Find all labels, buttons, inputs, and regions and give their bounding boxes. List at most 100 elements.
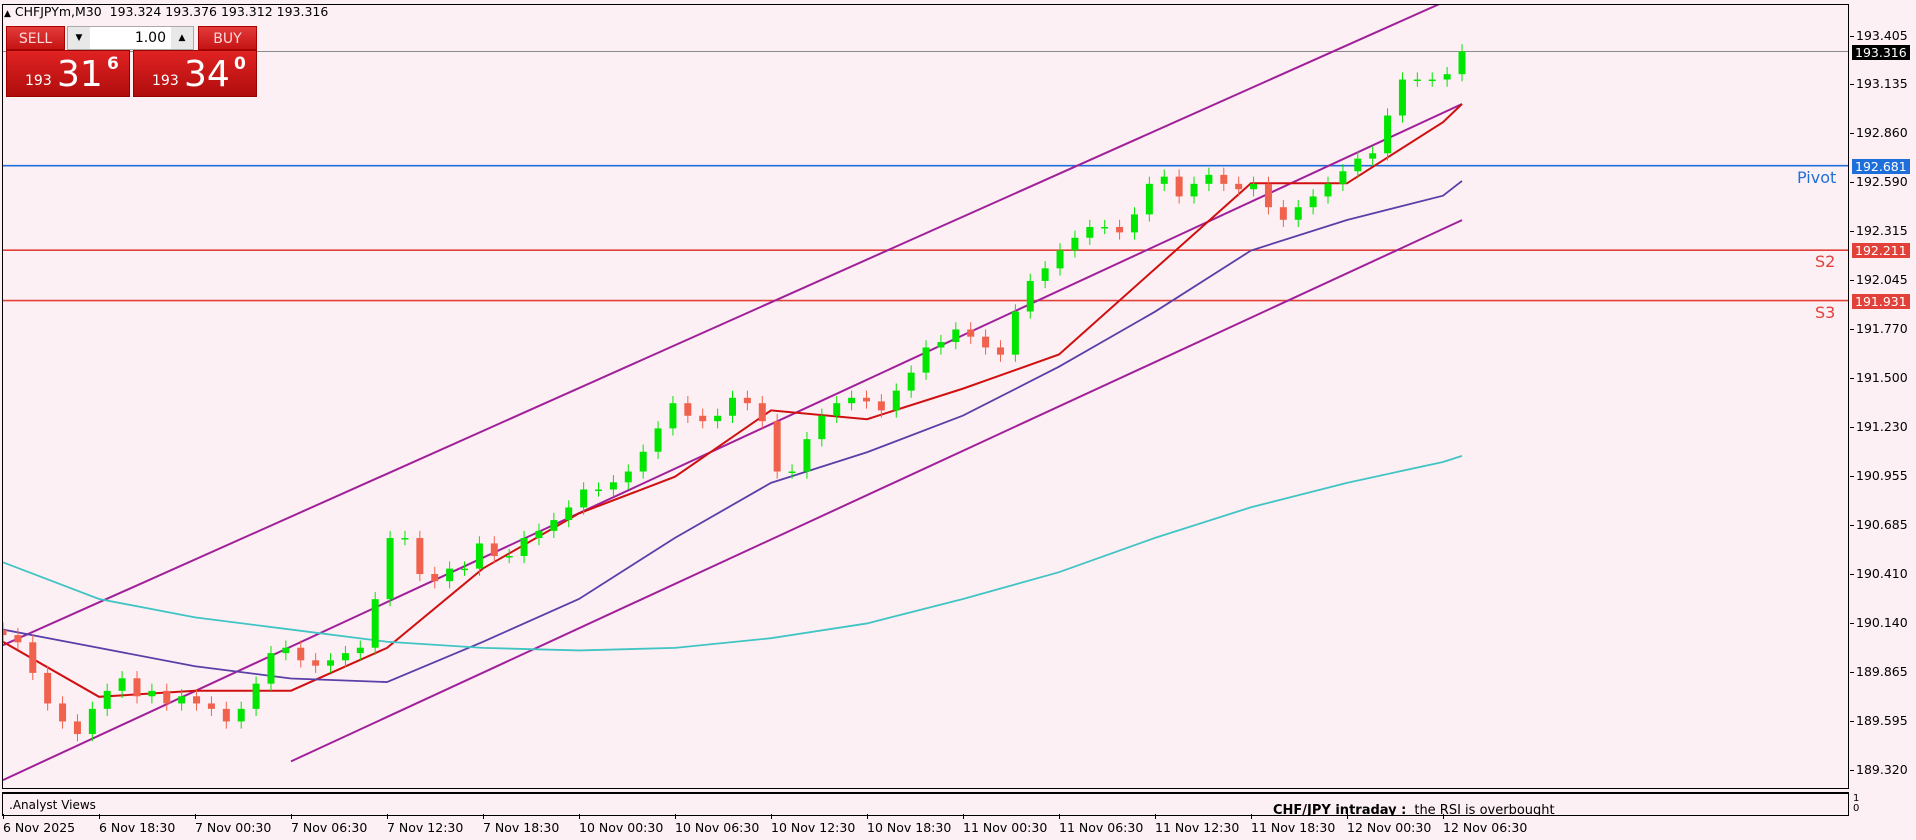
bear-candle — [431, 574, 439, 582]
bull-candle — [282, 647, 290, 654]
time-tick-label: 11 Nov 06:30 — [1059, 814, 1144, 835]
bull-candle — [669, 403, 677, 429]
time-tick-label: 12 Nov 00:30 — [1347, 814, 1432, 835]
bull-candle — [639, 451, 647, 472]
bull-candle — [505, 556, 513, 558]
time-tick-label: 11 Nov 12:30 — [1155, 814, 1240, 835]
price-tick-label: 190.140 — [1850, 614, 1908, 630]
bear-candle — [3, 629, 7, 636]
bull-candle — [520, 538, 528, 557]
bull-candle — [609, 482, 617, 490]
bull-candle — [1101, 226, 1109, 229]
price-tick-label: 191.770 — [1850, 321, 1908, 337]
time-tick-label: 6 Nov 18:30 — [99, 814, 176, 835]
bull-candle — [401, 538, 409, 540]
price-tick-label: 191.500 — [1850, 370, 1908, 386]
plot-area — [3, 5, 1848, 781]
time-tick-label: 10 Nov 12:30 — [771, 814, 856, 835]
time-tick-label: 12 Nov 06:30 — [1443, 814, 1528, 835]
bull-candle — [803, 439, 811, 472]
bull-candle — [1384, 115, 1392, 154]
subwindow-scale-min: 0 — [1853, 803, 1860, 814]
bull-candle — [937, 342, 945, 348]
analyst-text: the RSI is overbought — [1414, 803, 1555, 816]
sell-price-button[interactable]: 193 31 6 — [6, 50, 130, 97]
bull-candle — [1354, 158, 1362, 172]
sell-big-figure: 193 — [25, 73, 52, 89]
bear-candle — [44, 672, 52, 704]
chart-frame[interactable] — [2, 4, 1849, 789]
price-tick-label: 192.590 — [1850, 174, 1908, 190]
moving-average-mid — [3, 180, 1463, 683]
bull-candle — [565, 507, 573, 521]
volume-stepper[interactable]: ▼ ▲ — [67, 26, 194, 50]
sell-fraction: 6 — [107, 54, 119, 74]
bull-candle — [148, 690, 156, 697]
bear-candle — [982, 336, 990, 348]
bull-candle — [1071, 237, 1079, 251]
bull-candle — [907, 372, 915, 391]
buy-price-button[interactable]: 193 34 0 — [133, 50, 257, 97]
bull-candle — [1026, 280, 1034, 312]
bull-candle — [1458, 51, 1466, 75]
bull-candle — [952, 329, 960, 343]
bull-candle — [356, 647, 364, 654]
moving-average-slow — [3, 455, 1463, 652]
bear-candle — [490, 543, 498, 557]
buy-pips: 34 — [184, 54, 230, 95]
price-tick-label: 191.230 — [1850, 418, 1908, 434]
bull-candle — [848, 397, 856, 404]
bull-candle — [475, 543, 483, 569]
bull-candle — [833, 403, 841, 416]
bear-candle — [699, 415, 707, 422]
time-tick-label: 7 Nov 18:30 — [483, 814, 560, 835]
bear-candle — [862, 397, 870, 402]
bear-candle — [1175, 176, 1183, 197]
analyst-message: CHF/JPY intraday : the RSI is overbought — [1273, 803, 1555, 816]
sell-button[interactable]: SELL — [6, 26, 65, 50]
level-name-pivot: Pivot — [1797, 167, 1837, 187]
triangle-up-icon[interactable]: ▲ — [4, 9, 11, 19]
bull-candle — [1011, 311, 1019, 355]
bull-candle — [88, 708, 96, 735]
bull-candle — [818, 415, 826, 440]
bull-candle — [252, 683, 260, 709]
bear-candle — [416, 538, 424, 575]
bull-candle — [714, 415, 722, 422]
price-tick-label: 189.320 — [1850, 761, 1908, 777]
bull-candle — [341, 653, 349, 661]
buy-fraction: 0 — [234, 54, 246, 74]
subwindow-scale-max: 1 — [1853, 793, 1860, 804]
price-tick-label: 190.685 — [1850, 516, 1908, 532]
bull-candle — [624, 471, 632, 483]
time-tick-label: 7 Nov 12:30 — [387, 814, 464, 835]
bear-candle — [193, 696, 201, 704]
bull-candle — [1160, 176, 1168, 184]
bear-candle — [1116, 226, 1124, 233]
bull-candle — [654, 428, 662, 452]
time-tick-label: 10 Nov 00:30 — [579, 814, 664, 835]
bull-candle — [1145, 183, 1153, 215]
bear-candle — [1264, 183, 1272, 208]
level-name-s3: S3 — [1815, 302, 1836, 322]
buy-button[interactable]: BUY — [198, 26, 257, 50]
level-name-s2: S2 — [1815, 252, 1836, 272]
bull-candle — [1428, 79, 1436, 82]
bear-candle — [996, 347, 1004, 355]
time-tick-label: 7 Nov 00:30 — [195, 814, 272, 835]
analyst-views-subwindow[interactable]: .Analyst Views CHF/JPY intraday : the RSI… — [2, 792, 1849, 816]
subwindow-name: .Analyst Views — [9, 798, 96, 812]
bear-candle — [758, 403, 766, 422]
bull-candle — [103, 690, 111, 709]
bear-candle — [967, 329, 975, 337]
price-tick-label: 192.315 — [1850, 223, 1908, 239]
bull-candle — [1324, 183, 1332, 197]
bull-candle — [461, 568, 469, 571]
volume-input[interactable] — [92, 28, 166, 48]
increase-volume-icon[interactable]: ▲ — [171, 27, 193, 49]
price-tick-label: 189.865 — [1850, 663, 1908, 679]
bear-candle — [29, 642, 37, 673]
decrease-volume-icon[interactable]: ▼ — [68, 27, 90, 49]
bull-candle — [237, 708, 245, 722]
